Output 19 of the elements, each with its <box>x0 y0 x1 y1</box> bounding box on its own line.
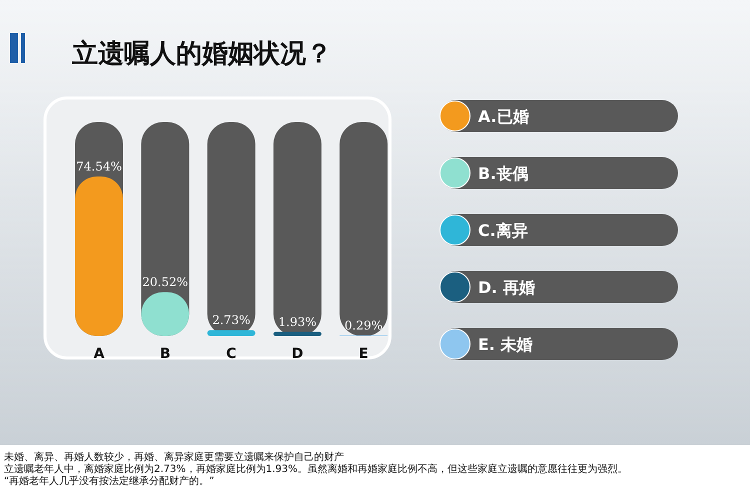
x-tick-label: A <box>94 346 105 362</box>
data-label: 74.54% <box>76 159 122 174</box>
text: 立遗嘱老年人中，离婚家庭比例为2.73%，再婚家庭比例为1.93%。虽然离婚和再婚家庭比例不高，但这些家庭立遗嘱的意愿往往更为强烈。 <box>4 464 629 476</box>
legend-label: D. 再婚 <box>478 278 535 297</box>
x-tick-label: E <box>358 346 368 362</box>
text: 未婚、离异、再婚人数较少，再婚、离异家庭更需要立遗嘱来保护自己的财产 <box>4 452 345 464</box>
data-label: 1.93% <box>278 314 317 329</box>
legend-label: A.已婚 <box>478 107 529 126</box>
data-label: 20.52% <box>142 275 188 290</box>
text: “再婚老年人几乎没有按法定继承分配财产的。” <box>4 476 216 488</box>
x-tick-label: C <box>226 346 236 362</box>
x-tick-label: D <box>292 346 304 362</box>
legend-label: C.离异 <box>478 221 528 240</box>
legend-label: B.丧偶 <box>478 164 528 183</box>
x-tick-label: B <box>160 346 170 362</box>
legend-label: E. 未婚 <box>478 335 533 354</box>
data-label: 2.73% <box>212 313 250 328</box>
data-label: 0.29% <box>344 318 383 332</box>
chart-title: 立遗嘱人的婚姻状况？ <box>71 39 332 69</box>
